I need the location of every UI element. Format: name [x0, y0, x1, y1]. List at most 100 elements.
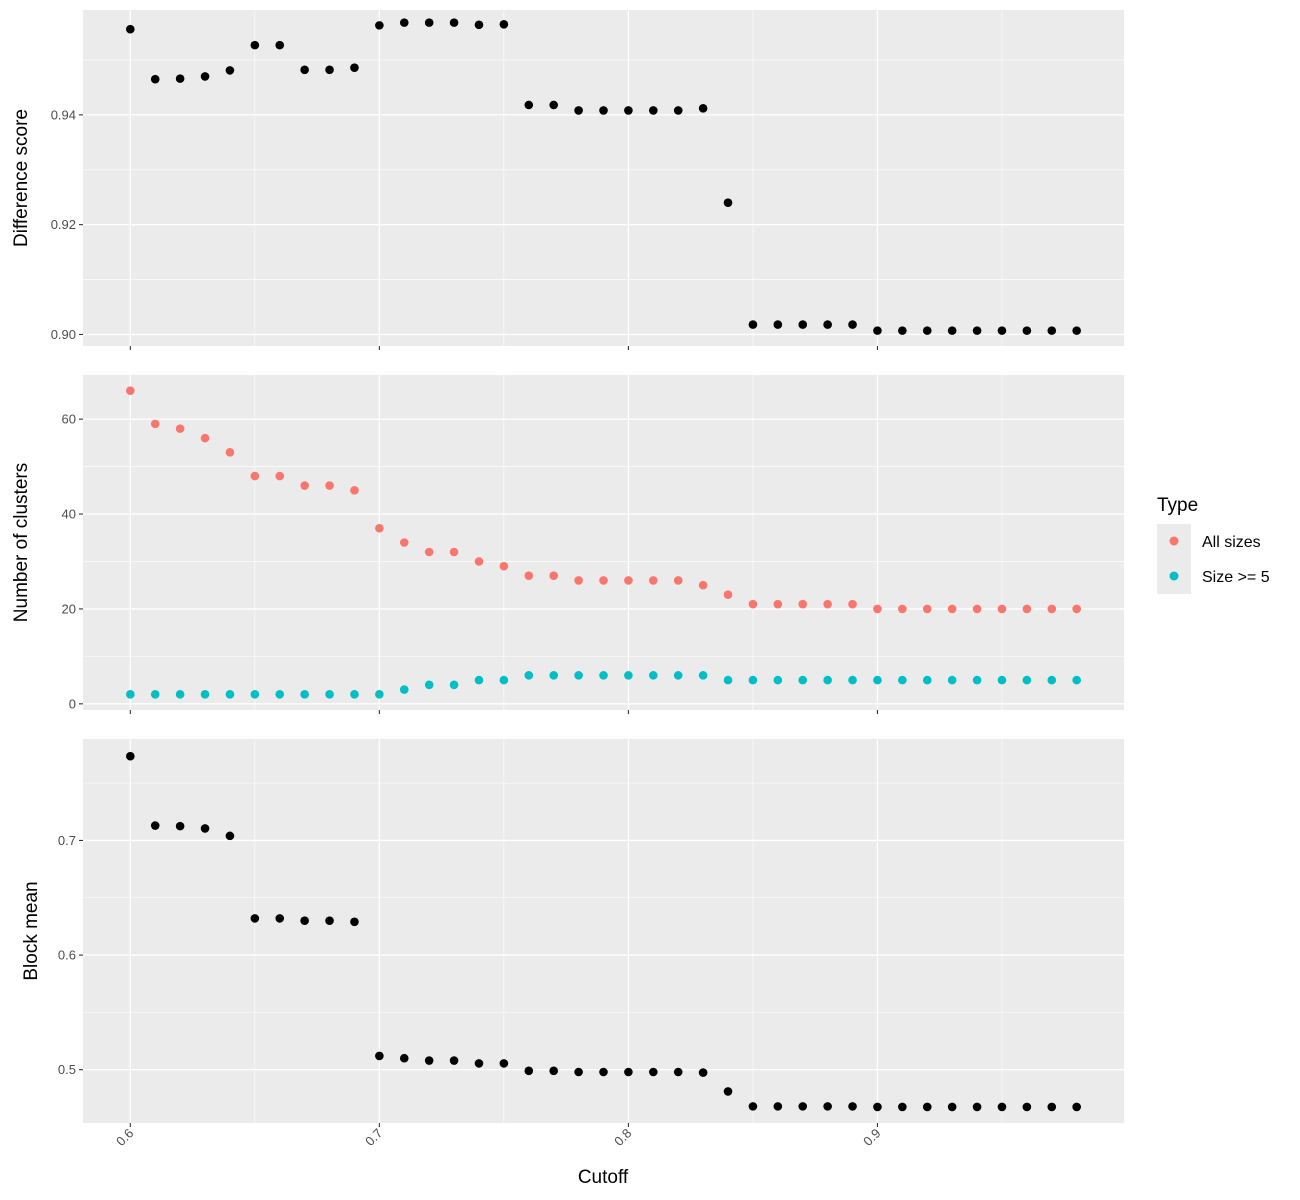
data-point — [773, 675, 783, 685]
data-point — [225, 831, 235, 841]
data-point — [1022, 326, 1032, 335]
data-point — [898, 604, 907, 614]
data-point — [250, 690, 260, 699]
data-point — [375, 523, 384, 533]
data-point — [698, 1068, 708, 1077]
data-point — [449, 1056, 459, 1065]
data-point — [848, 320, 857, 329]
data-point — [424, 680, 434, 690]
legend-key-all-sizes — [1169, 536, 1179, 546]
data-point — [325, 916, 334, 925]
data-point — [599, 106, 608, 115]
data-point — [1047, 326, 1057, 335]
data-point — [126, 751, 135, 761]
data-point — [250, 40, 260, 50]
data-point — [922, 1102, 932, 1112]
data-point — [972, 1102, 982, 1112]
data-point — [922, 604, 932, 614]
data-point — [773, 320, 783, 329]
data-point — [997, 1102, 1007, 1112]
data-point — [972, 604, 982, 614]
data-point — [175, 424, 185, 433]
data-point — [250, 471, 260, 481]
panel-background — [83, 10, 1124, 346]
data-point — [748, 1102, 758, 1111]
x-tick-label: 0.6 — [113, 1126, 136, 1149]
legend: Type All sizes Size >= 5 — [1157, 495, 1270, 594]
data-point — [175, 690, 185, 699]
data-point — [126, 24, 135, 34]
data-point — [947, 1102, 957, 1112]
data-point — [997, 604, 1007, 614]
y-axis-title: Block mean — [21, 881, 42, 980]
data-point — [1022, 604, 1032, 614]
data-point — [624, 1067, 633, 1077]
y-tick-label: 60 — [62, 412, 76, 427]
y-tick-label: 0.94 — [51, 107, 76, 122]
data-point — [873, 604, 882, 614]
data-point — [823, 320, 832, 329]
data-point — [424, 547, 434, 557]
y-tick-label: 0.7 — [58, 833, 76, 848]
data-point — [1072, 326, 1081, 335]
data-point — [1022, 675, 1032, 685]
data-point — [748, 675, 758, 685]
data-point — [922, 326, 932, 335]
data-point — [947, 675, 957, 685]
data-point — [375, 690, 384, 699]
data-point — [474, 20, 484, 30]
data-point — [1047, 604, 1057, 614]
data-point — [798, 675, 808, 685]
data-point — [599, 576, 608, 585]
data-point — [225, 448, 235, 457]
data-point — [848, 1102, 857, 1111]
panel-background — [83, 739, 1124, 1123]
data-point — [922, 675, 932, 685]
data-point — [1022, 1102, 1032, 1112]
data-point — [275, 914, 285, 923]
data-point — [649, 1067, 658, 1077]
data-point — [1047, 675, 1057, 685]
data-point — [723, 675, 733, 685]
data-point — [574, 1067, 583, 1077]
data-point — [524, 671, 534, 680]
legend-key-size-5 — [1169, 571, 1179, 581]
data-point — [723, 1087, 733, 1096]
legend-label-all-sizes: All sizes — [1202, 534, 1261, 551]
data-point — [1072, 604, 1081, 614]
data-point — [200, 433, 210, 443]
x-tick-label: 0.9 — [860, 1126, 883, 1149]
data-point — [325, 481, 334, 490]
data-point — [898, 326, 907, 335]
data-point — [275, 40, 285, 50]
data-point — [748, 320, 758, 329]
data-point — [524, 571, 534, 581]
data-point — [275, 471, 285, 481]
data-point — [624, 106, 633, 115]
y-axis-title: Number of clusters — [11, 463, 32, 622]
data-point — [823, 1102, 832, 1111]
data-point — [250, 914, 260, 923]
data-point — [175, 74, 185, 83]
data-point — [649, 106, 658, 115]
data-point — [798, 320, 808, 329]
data-point — [424, 18, 434, 27]
data-point — [150, 419, 160, 429]
data-point — [375, 1051, 384, 1061]
data-point — [873, 326, 882, 335]
data-point — [773, 599, 783, 609]
data-point — [972, 326, 982, 335]
data-point — [947, 326, 957, 335]
data-point — [474, 1059, 484, 1068]
data-point — [300, 481, 309, 490]
data-point — [748, 599, 758, 609]
data-point — [773, 1102, 783, 1111]
data-point — [126, 690, 135, 699]
data-point — [325, 65, 334, 75]
data-point — [574, 671, 583, 680]
data-point — [150, 690, 160, 699]
data-point — [997, 675, 1007, 685]
data-point — [126, 386, 135, 395]
data-point — [723, 198, 733, 208]
